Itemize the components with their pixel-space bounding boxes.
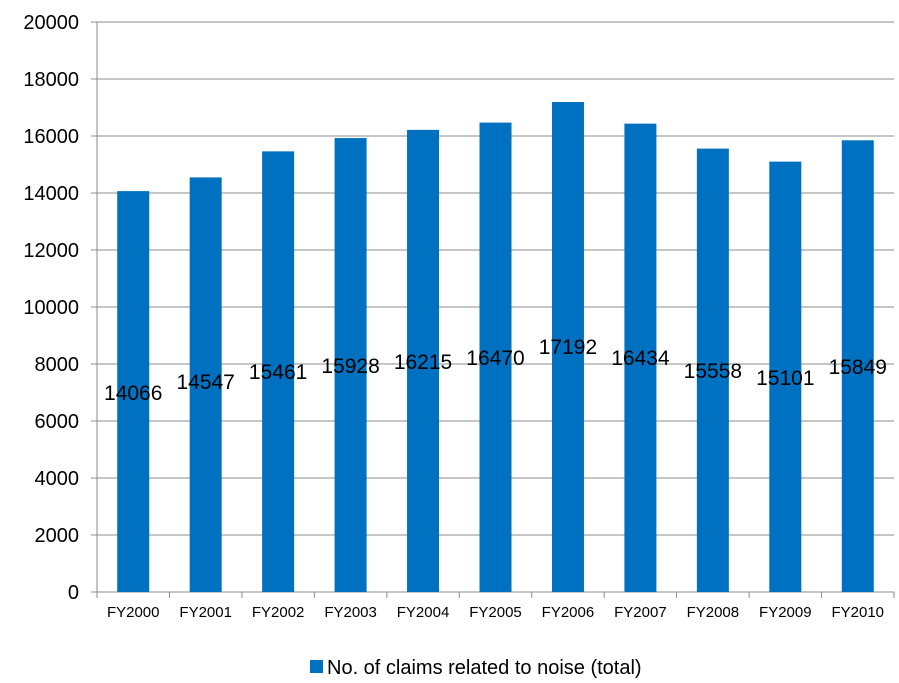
data-label: 14066 xyxy=(104,382,162,405)
bar-fy2005 xyxy=(479,122,512,592)
bars xyxy=(117,102,874,593)
y-tick-label: 12000 xyxy=(23,240,79,262)
bar-fy2009 xyxy=(769,161,802,592)
data-label: 16215 xyxy=(394,351,452,374)
data-label: 16470 xyxy=(466,347,524,370)
bar-fy2010 xyxy=(841,140,874,592)
y-tick-label: 4000 xyxy=(35,468,80,490)
data-label: 15101 xyxy=(756,367,814,390)
x-tick-label: FY2009 xyxy=(759,604,812,621)
x-tick-label: FY2008 xyxy=(687,604,740,621)
y-tick-label: 18000 xyxy=(23,69,79,91)
x-tick-label: FY2000 xyxy=(107,604,160,621)
bar-fy2006 xyxy=(551,102,584,592)
y-tick-label: 20000 xyxy=(23,12,79,34)
x-tick-label: FY2002 xyxy=(252,604,305,621)
y-tick-label: 14000 xyxy=(23,183,79,205)
bar-fy2001 xyxy=(189,177,222,592)
data-labels: 14066 14547 15461 15928 16215 16470 17192 16434… xyxy=(104,336,887,405)
bar-fy2008 xyxy=(696,148,729,593)
y-tick-label: 8000 xyxy=(35,354,80,376)
legend-swatch xyxy=(310,660,323,673)
data-label: 15928 xyxy=(321,355,379,378)
bar-fy2004 xyxy=(407,129,440,592)
bar-fy2002 xyxy=(262,151,295,592)
x-tick-label: FY2004 xyxy=(397,604,450,621)
legend: No. of claims related to noise (total) xyxy=(310,657,642,679)
data-label: 15558 xyxy=(684,360,742,383)
axes: 0 2000 4000 6000 8000 10000 12000 14000 16000 180… xyxy=(23,12,895,621)
y-tick-label: 10000 xyxy=(23,297,79,319)
x-tick-label: FY2001 xyxy=(179,604,232,621)
x-tick-label: FY2007 xyxy=(614,604,667,621)
data-label: 14547 xyxy=(176,371,234,394)
bar-fy2003 xyxy=(334,138,367,592)
data-label: 16434 xyxy=(611,347,670,370)
y-tick-label: 16000 xyxy=(23,126,79,148)
bar-fy2000 xyxy=(117,191,150,592)
y-tick-label: 2000 xyxy=(35,525,80,547)
x-tick-label: FY2003 xyxy=(324,604,377,621)
data-label: 15849 xyxy=(829,356,887,379)
x-tick-label: FY2006 xyxy=(542,604,595,621)
data-label: 17192 xyxy=(539,336,597,359)
x-tick-label: FY2005 xyxy=(469,604,522,621)
bar-fy2007 xyxy=(624,123,657,593)
data-label: 15461 xyxy=(249,361,307,384)
y-tick-label: 0 xyxy=(68,582,79,604)
legend-label: No. of claims related to noise (total) xyxy=(327,657,642,679)
y-tick-label: 6000 xyxy=(35,411,80,433)
x-tick-label: FY2010 xyxy=(831,604,884,621)
